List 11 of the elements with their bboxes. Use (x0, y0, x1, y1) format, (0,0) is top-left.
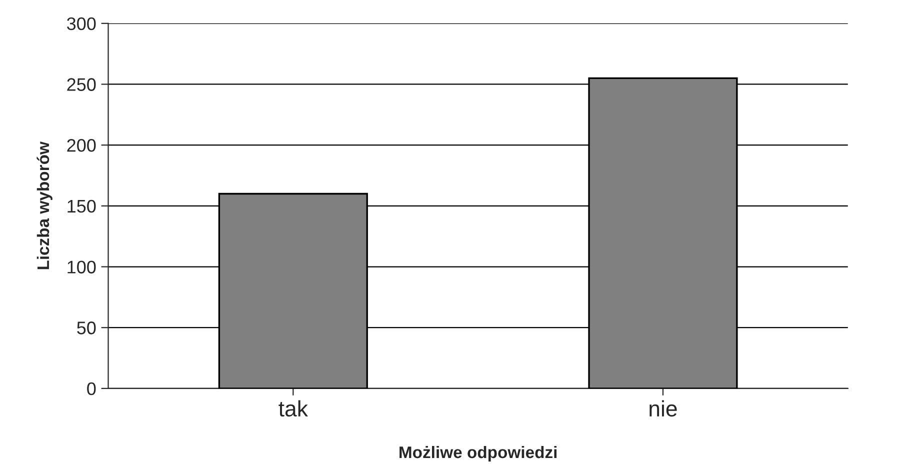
y-tick-label: 50 (77, 322, 96, 334)
y-tick-label: 250 (67, 78, 96, 91)
y-axis-title: Liczba wyborów (36, 142, 52, 270)
x-axis-title: Możliwe odpowiedzi (400, 446, 557, 462)
y-tick-label: 0 (87, 382, 96, 396)
y-tick-label: 200 (67, 139, 96, 152)
x-tick-label: tak (278, 400, 308, 417)
y-tick-label: 100 (68, 260, 96, 274)
y-tick-label: 150 (68, 200, 96, 213)
x-tick-label: nie (650, 400, 677, 417)
y-tick-label: 300 (67, 17, 96, 30)
